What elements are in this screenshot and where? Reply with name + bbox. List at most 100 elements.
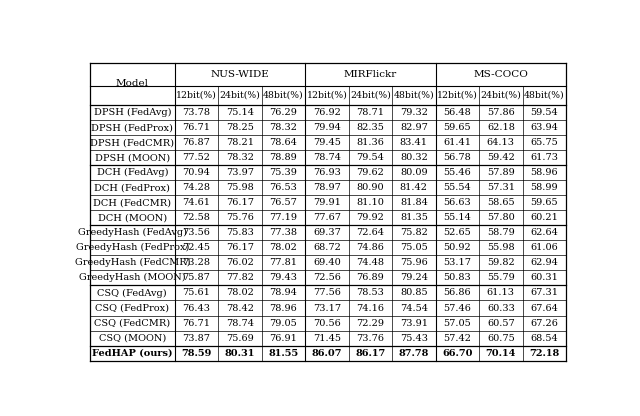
Text: 61.13: 61.13 xyxy=(487,288,515,297)
Text: 76.71: 76.71 xyxy=(182,123,211,132)
Text: 60.31: 60.31 xyxy=(531,273,558,282)
Text: 60.75: 60.75 xyxy=(487,334,515,343)
Text: 73.97: 73.97 xyxy=(226,168,254,177)
Text: 76.87: 76.87 xyxy=(182,138,211,147)
Text: 78.97: 78.97 xyxy=(313,183,341,192)
Text: 60.21: 60.21 xyxy=(531,213,558,222)
Text: 79.24: 79.24 xyxy=(400,273,428,282)
Text: 80.31: 80.31 xyxy=(225,349,255,358)
Text: 80.32: 80.32 xyxy=(400,153,428,162)
Text: 73.56: 73.56 xyxy=(182,228,211,237)
Text: 74.28: 74.28 xyxy=(182,183,211,192)
Text: 59.82: 59.82 xyxy=(487,258,515,267)
Text: 75.69: 75.69 xyxy=(226,334,254,343)
Text: 63.94: 63.94 xyxy=(531,123,558,132)
Text: 75.87: 75.87 xyxy=(182,273,211,282)
Text: 75.82: 75.82 xyxy=(400,228,428,237)
Text: 77.19: 77.19 xyxy=(269,213,298,222)
Text: 12bit(%): 12bit(%) xyxy=(307,91,348,100)
Text: 81.84: 81.84 xyxy=(400,198,428,207)
Text: CSQ (FedCMR): CSQ (FedCMR) xyxy=(94,319,170,327)
Text: 72.56: 72.56 xyxy=(313,273,341,282)
Text: 59.65: 59.65 xyxy=(531,198,558,207)
Text: MIRFlickr: MIRFlickr xyxy=(344,70,397,79)
Text: FedHAP (ours): FedHAP (ours) xyxy=(92,349,173,358)
Text: 72.18: 72.18 xyxy=(529,349,559,358)
Text: 77.38: 77.38 xyxy=(269,228,298,237)
Text: 57.86: 57.86 xyxy=(487,108,515,117)
Text: 69.40: 69.40 xyxy=(313,258,340,267)
Text: 73.28: 73.28 xyxy=(182,258,211,267)
Text: 78.59: 78.59 xyxy=(181,349,212,358)
Text: 60.33: 60.33 xyxy=(487,304,515,312)
Text: 76.89: 76.89 xyxy=(356,273,384,282)
Text: 81.10: 81.10 xyxy=(356,198,384,207)
Text: 76.57: 76.57 xyxy=(269,198,298,207)
Text: 24bit(%): 24bit(%) xyxy=(481,91,522,100)
Text: 74.54: 74.54 xyxy=(400,304,428,312)
Text: 78.02: 78.02 xyxy=(269,243,298,253)
Text: GreedyHash (FedProx): GreedyHash (FedProx) xyxy=(76,243,189,253)
Text: 62.94: 62.94 xyxy=(531,258,558,267)
Text: 78.02: 78.02 xyxy=(226,288,254,297)
Text: 78.89: 78.89 xyxy=(269,153,297,162)
Text: CSQ (FedProx): CSQ (FedProx) xyxy=(95,304,170,312)
Text: DCH (FedProx): DCH (FedProx) xyxy=(94,183,170,192)
Text: 73.91: 73.91 xyxy=(400,319,428,327)
Text: 68.54: 68.54 xyxy=(531,334,558,343)
Text: 73.78: 73.78 xyxy=(182,108,211,117)
Text: 73.76: 73.76 xyxy=(356,334,385,343)
Text: 77.52: 77.52 xyxy=(182,153,211,162)
Text: 76.53: 76.53 xyxy=(269,183,298,192)
Text: 57.42: 57.42 xyxy=(444,334,471,343)
Text: 77.67: 77.67 xyxy=(313,213,341,222)
Text: 57.80: 57.80 xyxy=(487,213,515,222)
Text: 87.78: 87.78 xyxy=(399,349,429,358)
Text: 56.86: 56.86 xyxy=(444,288,471,297)
Text: 57.31: 57.31 xyxy=(487,183,515,192)
Text: GreedyHash (FedCMR): GreedyHash (FedCMR) xyxy=(74,258,190,267)
Text: 68.72: 68.72 xyxy=(313,243,341,253)
Text: 76.02: 76.02 xyxy=(226,258,254,267)
Text: 61.06: 61.06 xyxy=(531,243,558,253)
Text: 74.61: 74.61 xyxy=(182,198,211,207)
Text: 24bit(%): 24bit(%) xyxy=(350,91,391,100)
Text: 78.74: 78.74 xyxy=(226,319,254,327)
Text: 50.83: 50.83 xyxy=(444,273,471,282)
Text: CSQ (MOON): CSQ (MOON) xyxy=(99,334,166,343)
Text: 78.71: 78.71 xyxy=(356,108,385,117)
Text: 77.81: 77.81 xyxy=(269,258,298,267)
Text: 72.58: 72.58 xyxy=(182,213,211,222)
Text: 57.05: 57.05 xyxy=(444,319,471,327)
Text: GreedyHash (MOON): GreedyHash (MOON) xyxy=(79,273,186,282)
Text: 67.26: 67.26 xyxy=(531,319,558,327)
Text: 70.94: 70.94 xyxy=(182,168,211,177)
Text: 78.94: 78.94 xyxy=(269,288,298,297)
Text: DPSH (MOON): DPSH (MOON) xyxy=(95,153,170,162)
Text: 58.79: 58.79 xyxy=(487,228,515,237)
Text: 74.86: 74.86 xyxy=(356,243,384,253)
Text: 74.16: 74.16 xyxy=(356,304,385,312)
Text: 75.43: 75.43 xyxy=(400,334,428,343)
Text: 62.64: 62.64 xyxy=(531,228,558,237)
Text: 81.35: 81.35 xyxy=(400,213,428,222)
Text: DCH (FedAvg): DCH (FedAvg) xyxy=(97,168,168,177)
Text: 76.93: 76.93 xyxy=(313,168,341,177)
Text: 55.98: 55.98 xyxy=(487,243,515,253)
Text: 60.57: 60.57 xyxy=(487,319,515,327)
Text: 70.56: 70.56 xyxy=(313,319,340,327)
Text: 74.48: 74.48 xyxy=(356,258,385,267)
Text: 72.45: 72.45 xyxy=(182,243,211,253)
Text: 76.29: 76.29 xyxy=(269,108,298,117)
Text: 73.87: 73.87 xyxy=(182,334,211,343)
Text: 81.36: 81.36 xyxy=(356,138,384,147)
Text: 79.54: 79.54 xyxy=(356,153,384,162)
Text: 79.32: 79.32 xyxy=(400,108,428,117)
Text: 76.17: 76.17 xyxy=(226,243,254,253)
Text: DPSH (FedCMR): DPSH (FedCMR) xyxy=(90,138,174,147)
Text: 72.64: 72.64 xyxy=(356,228,385,237)
Text: MS-COCO: MS-COCO xyxy=(474,70,528,79)
Text: 79.45: 79.45 xyxy=(313,138,341,147)
Text: CSQ (FedAvg): CSQ (FedAvg) xyxy=(97,288,167,297)
Text: 80.09: 80.09 xyxy=(400,168,428,177)
